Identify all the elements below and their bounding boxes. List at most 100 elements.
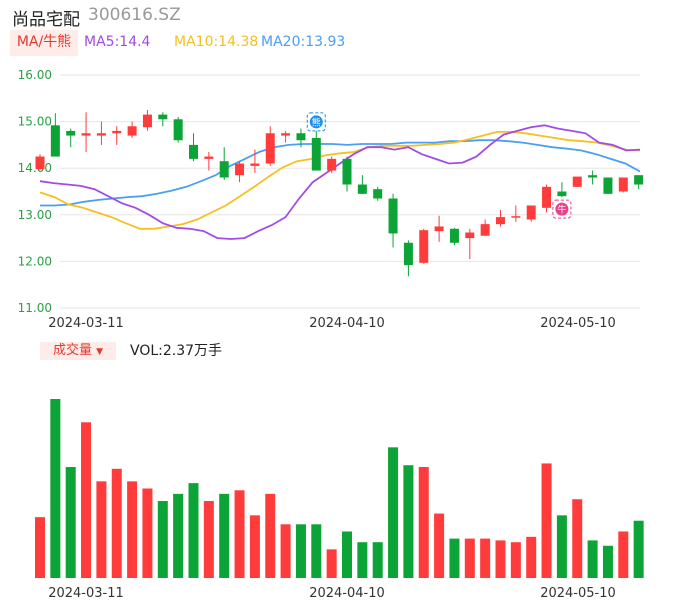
y-tick-label: 13.00 — [18, 208, 52, 222]
volume-bar — [96, 481, 107, 578]
candle-body — [542, 186, 552, 208]
candle-body — [618, 177, 628, 192]
candle-body — [81, 133, 91, 136]
volume-bar — [188, 483, 199, 578]
volume-bar — [142, 488, 153, 578]
volume-bar — [480, 538, 491, 578]
candle-body — [373, 189, 383, 199]
volume-bar — [403, 465, 414, 578]
candle-body — [480, 224, 490, 236]
y-tick-label: 15.00 — [18, 115, 52, 129]
volume-bar — [81, 422, 92, 578]
candle-body — [419, 230, 429, 263]
candle-body — [511, 216, 521, 218]
volume-bar — [618, 531, 629, 578]
candle-body — [96, 133, 106, 136]
ma20-legend: MA20:13.93 — [261, 34, 346, 50]
volume-bar — [449, 538, 460, 578]
candle-body — [357, 184, 367, 194]
ma5-legend: MA5:14.4 — [84, 34, 151, 50]
candle-body — [634, 175, 644, 185]
candle-body — [526, 205, 536, 220]
volume-bar — [157, 501, 168, 578]
volume-bar — [556, 515, 567, 578]
y-tick-label: 14.00 — [18, 161, 52, 175]
candle-body — [235, 163, 245, 176]
volume-bar — [572, 499, 583, 578]
volume-x-tick-label: 2024-04-10 — [309, 586, 385, 601]
candle-body — [189, 144, 198, 159]
candle-body — [449, 228, 459, 243]
candle-body — [204, 156, 214, 159]
volume-tab-label: 成交量 — [52, 343, 92, 358]
volume-bar — [434, 513, 445, 578]
candle-body — [388, 198, 398, 234]
volume-bar — [219, 493, 230, 578]
volume-bar — [357, 542, 368, 578]
volume-bar — [35, 517, 45, 578]
y-tick-label: 16.00 — [18, 68, 52, 82]
candle-body — [158, 114, 168, 120]
candle-body — [173, 119, 183, 141]
volume-tab[interactable]: 成交量 ▼ — [40, 342, 116, 360]
bull-marker-frame — [552, 199, 572, 219]
ma10-legend: MA10:14.38 — [174, 34, 259, 50]
candle-body — [465, 232, 475, 239]
candle-body — [572, 176, 582, 187]
bull-marker-icon — [555, 202, 569, 216]
volume-bar — [65, 467, 76, 578]
candle-body — [296, 133, 306, 141]
dropdown-arrow-icon: ▼ — [96, 347, 104, 357]
volume-x-tick-label: 2024-03-11 — [48, 586, 124, 601]
volume-bar — [388, 447, 399, 578]
bear-marker-frame — [306, 112, 326, 132]
ma20-line — [40, 139, 641, 207]
y-tick-label: 12.00 — [18, 254, 52, 268]
candle-body — [311, 137, 321, 171]
candle-body — [127, 126, 137, 136]
ma10-line — [39, 130, 641, 230]
x-tick-label: 2024-05-10 — [540, 316, 616, 331]
volume-bar — [372, 542, 383, 578]
candle-body — [112, 130, 122, 134]
candle-body — [265, 133, 275, 164]
volume-bar — [127, 481, 138, 578]
bull-marker-label: 牛 — [557, 204, 566, 216]
volume-bar — [249, 515, 260, 578]
candle-body — [403, 242, 413, 266]
candle-body — [603, 177, 613, 194]
volume-value: VOL:2.37万手 — [130, 343, 223, 359]
volume-bar — [587, 540, 598, 578]
candle-body — [588, 175, 598, 178]
volume-bar — [418, 467, 429, 578]
volume-bar — [633, 520, 644, 578]
volume-bar — [602, 545, 613, 578]
volume-bar — [342, 531, 352, 578]
ma5-line — [39, 124, 641, 240]
volume-bar — [280, 524, 291, 578]
volume-bar — [541, 463, 552, 578]
candle-body — [434, 226, 444, 232]
volume-bar — [203, 501, 214, 578]
volume-bar — [526, 536, 537, 578]
x-tick-label: 2024-04-10 — [309, 316, 385, 331]
volume-bar — [495, 540, 506, 578]
volume-bar — [326, 549, 337, 578]
volume-bar — [111, 468, 122, 578]
y-tick-label: 11.00 — [18, 301, 52, 315]
candle-body — [327, 158, 337, 171]
stock-name: 尚品宅配 — [12, 10, 80, 30]
candle-body — [250, 163, 260, 166]
bear-marker-icon — [309, 115, 323, 129]
ma-indicator-tab[interactable]: MA/牛熊 — [10, 30, 78, 56]
volume-bar — [173, 493, 184, 578]
bear-marker-label: 熊 — [312, 116, 321, 128]
candle-body — [219, 161, 229, 178]
volume-bar — [510, 542, 521, 578]
candle-body — [35, 156, 45, 170]
candle-body — [66, 130, 76, 136]
volume-bar — [295, 524, 306, 578]
volume-bar — [265, 493, 276, 578]
x-tick-label: 2024-03-11 — [48, 316, 124, 331]
